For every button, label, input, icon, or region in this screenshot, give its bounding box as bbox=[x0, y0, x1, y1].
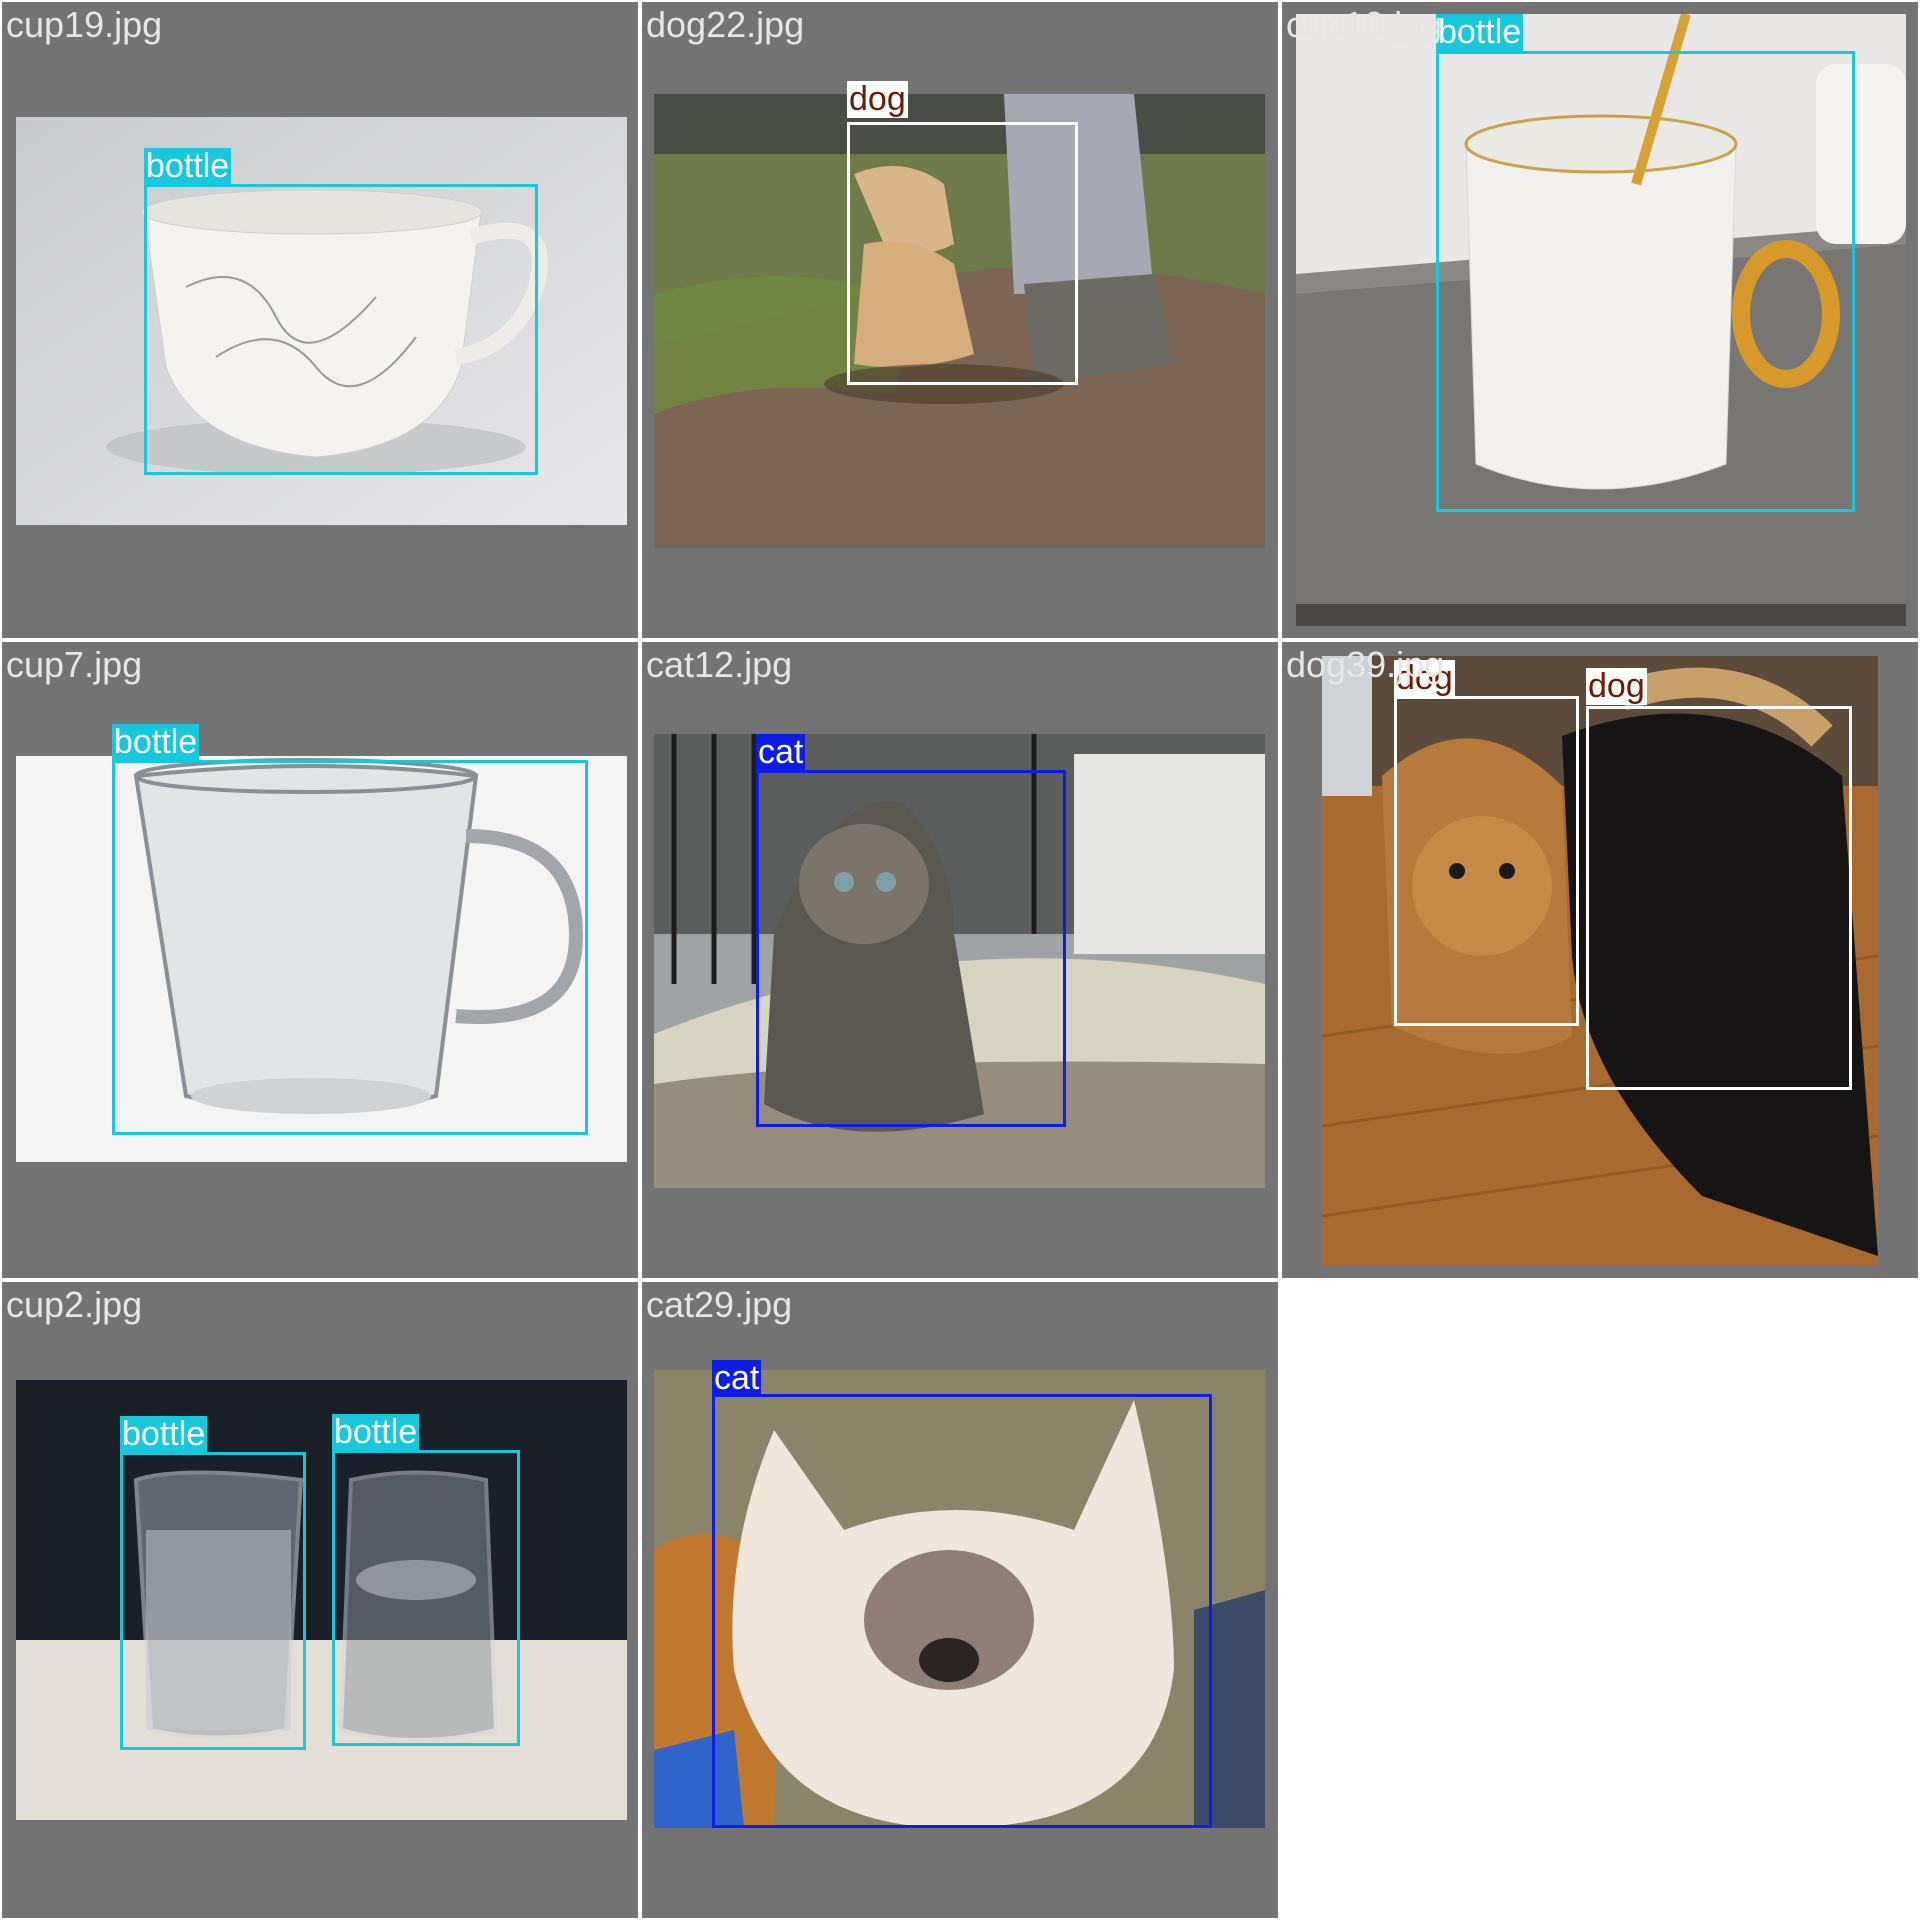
filename-label: cup19.jpg bbox=[6, 4, 163, 45]
photo-fluffy-cat bbox=[654, 1370, 1265, 1828]
filename-label: cup7.jpg bbox=[6, 644, 143, 685]
photo-kitten bbox=[654, 734, 1265, 1188]
detection-box bbox=[1394, 696, 1579, 1026]
filename-label: dog39.jpg bbox=[1286, 644, 1445, 685]
filename-label: dog22.jpg bbox=[646, 4, 805, 45]
photo-shot-glasses bbox=[16, 1380, 627, 1820]
detection-box bbox=[847, 122, 1078, 385]
tile-dog39: dog39.jpg dog dog bbox=[1282, 642, 1918, 1278]
detection-box bbox=[712, 1394, 1212, 1828]
tile-dog22: dog22.jpg dog bbox=[642, 2, 1278, 638]
detection-box bbox=[112, 760, 588, 1135]
photo-dog-yard bbox=[654, 94, 1265, 548]
detection-label: bottle bbox=[120, 1415, 208, 1454]
photo-glass-mug bbox=[16, 756, 627, 1162]
filename-label: cat29.jpg bbox=[646, 1284, 793, 1325]
filename-label: cat12.jpg bbox=[646, 644, 793, 685]
tile-cup10: cup10.jpg bottle bbox=[1282, 2, 1918, 638]
tile-cup19: cup19.jpg bottle bbox=[2, 2, 638, 638]
tile-cup7: cup7.jpg bottle bbox=[2, 642, 638, 1278]
detection-box bbox=[120, 1452, 306, 1750]
detection-label: bottle bbox=[1436, 13, 1524, 52]
detection-label: cat bbox=[712, 1359, 762, 1398]
detection-box bbox=[1436, 51, 1855, 512]
tile-cat29: cat29.jpg cat bbox=[642, 1282, 1278, 1918]
detection-label: bottle bbox=[112, 723, 200, 762]
detection-label: bottle bbox=[144, 147, 232, 186]
detection-label: cat bbox=[756, 733, 806, 772]
detection-box bbox=[144, 184, 538, 475]
detection-label: dog bbox=[847, 80, 908, 119]
detection-box bbox=[1586, 706, 1852, 1090]
detection-box bbox=[332, 1450, 520, 1746]
detection-label: bottle bbox=[332, 1413, 420, 1452]
filename-label: cup10.jpg bbox=[1286, 4, 1443, 45]
filename-label: cup2.jpg bbox=[6, 1284, 143, 1325]
detection-label: dog bbox=[1586, 667, 1647, 706]
tile-cup2: cup2.jpg bottle bottle bbox=[2, 1282, 638, 1918]
detection-label: dog bbox=[1394, 659, 1455, 698]
photo-gold-mug bbox=[1296, 14, 1906, 626]
tile-cat12: cat12.jpg cat bbox=[642, 642, 1278, 1278]
detection-box bbox=[756, 770, 1066, 1127]
